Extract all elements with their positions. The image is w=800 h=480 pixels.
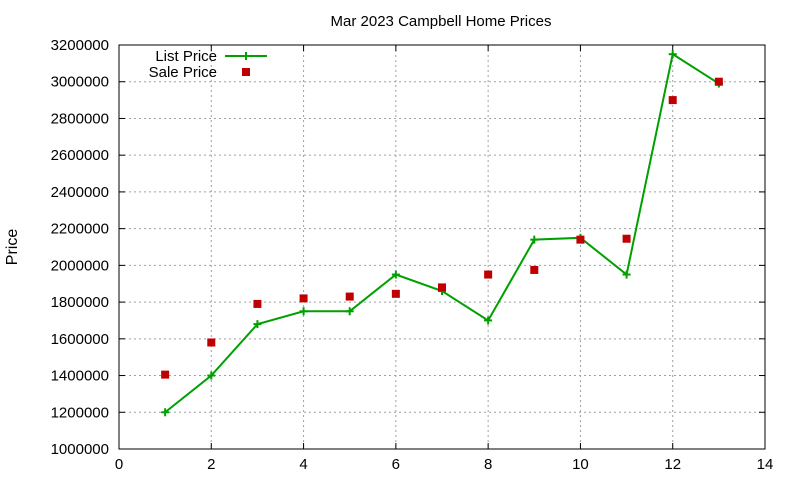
- plot-frame: [118, 44, 766, 450]
- data-point: [668, 96, 677, 105]
- y-tick-label: 1600000: [51, 331, 109, 348]
- data-point: [161, 408, 170, 417]
- data-point: [299, 294, 308, 303]
- y-tick-label: 2200000: [51, 221, 109, 238]
- y-tick-label: 3000000: [51, 74, 109, 91]
- data-point: [576, 235, 585, 244]
- data-point: [345, 307, 354, 316]
- x-tick-label: 0: [115, 456, 123, 473]
- data-point: [622, 234, 631, 243]
- legend-marker: [242, 68, 250, 76]
- data-point: [161, 370, 170, 379]
- series-layer: [161, 50, 723, 417]
- axis-ticks: 0 2 4 6 8 10 12 14 1000000 1200000 1400000 1600000 1…: [51, 37, 774, 473]
- x-tick-label: 8: [484, 456, 492, 473]
- data-point: [530, 235, 539, 244]
- data-point: [484, 270, 493, 279]
- legend-label: Sale Price: [149, 64, 217, 81]
- y-tick-label: 1200000: [51, 404, 109, 421]
- data-point: [345, 292, 354, 301]
- data-point: [530, 265, 539, 274]
- chart-title: Mar 2023 Campbell Home Prices: [331, 13, 552, 30]
- legend-marker: [242, 52, 250, 60]
- data-point: [668, 50, 677, 59]
- legend-label: List Price: [155, 48, 217, 65]
- y-tick-label: 2400000: [51, 184, 109, 201]
- data-point: [438, 283, 446, 292]
- y-tick-label: 2600000: [51, 147, 109, 164]
- data-point: [207, 371, 216, 380]
- data-point: [253, 320, 262, 329]
- data-point: [622, 270, 631, 279]
- data-point: [391, 289, 400, 298]
- data-point: [253, 299, 262, 308]
- grid: [119, 45, 765, 449]
- y-tick-label: 1000000: [51, 441, 109, 458]
- x-tick-label: 10: [572, 456, 589, 473]
- x-tick-label: 6: [392, 456, 400, 473]
- data-point: [299, 307, 308, 316]
- x-tick-label: 4: [299, 456, 307, 473]
- series-1: [161, 77, 723, 379]
- y-axis-label: Price: [4, 229, 21, 266]
- series-0: [161, 50, 723, 417]
- data-point: [484, 316, 493, 325]
- y-tick-label: 1800000: [51, 294, 109, 311]
- y-tick-label: 2000000: [51, 257, 109, 274]
- x-tick-label: 14: [757, 456, 774, 473]
- x-tick-label: 12: [664, 456, 681, 473]
- data-point: [391, 270, 400, 279]
- y-tick-label: 1400000: [51, 368, 109, 385]
- y-tick-label: 3200000: [51, 37, 109, 54]
- x-tick-label: 2: [207, 456, 215, 473]
- series-line: [164, 52, 720, 414]
- y-tick-label: 2800000: [51, 110, 109, 127]
- data-point: [714, 77, 723, 86]
- data-point: [207, 338, 216, 347]
